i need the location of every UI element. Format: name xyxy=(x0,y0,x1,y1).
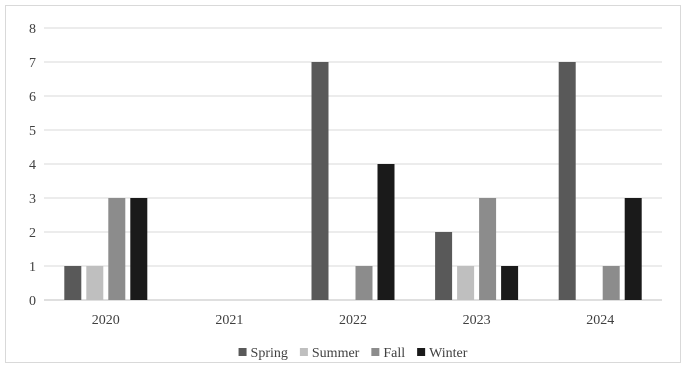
legend-label-summer: Summer xyxy=(312,346,360,361)
bar-spring-2020 xyxy=(64,266,82,300)
legend-swatch-summer xyxy=(299,348,308,356)
bar-fall-2020 xyxy=(108,198,126,300)
bar-spring-2022 xyxy=(311,62,329,300)
y-tick-label: 8 xyxy=(29,22,36,37)
bar-summer-2023 xyxy=(457,266,475,300)
y-tick-label: 6 xyxy=(29,90,36,105)
x-tick-label: 2020 xyxy=(92,313,120,328)
x-tick-label: 2024 xyxy=(586,313,614,328)
bar-winter-2022 xyxy=(377,164,395,300)
y-tick-label: 2 xyxy=(29,226,36,241)
y-tick-label: 3 xyxy=(29,192,36,207)
bar-winter-2020 xyxy=(130,198,148,300)
bars xyxy=(64,62,642,300)
y-tick-label: 4 xyxy=(29,158,36,173)
y-tick-label: 1 xyxy=(29,260,36,275)
x-tick-label: 2022 xyxy=(339,313,367,328)
y-axis-ticks: 0 1 2 3 4 5 6 7 8 xyxy=(29,22,36,309)
legend-swatch-spring xyxy=(238,348,247,356)
y-tick-label: 7 xyxy=(29,56,36,71)
bar-winter-2024 xyxy=(624,198,642,300)
legend-label-fall: Fall xyxy=(383,346,405,361)
x-axis-ticks: 2020 2021 2022 2023 2024 xyxy=(92,313,614,328)
x-tick-label: 2021 xyxy=(215,313,243,328)
bar-fall-2023 xyxy=(479,198,497,300)
legend: Spring Summer Fall Winter xyxy=(238,346,468,361)
legend-swatch-winter xyxy=(417,348,426,356)
legend-label-spring: Spring xyxy=(251,346,288,361)
bar-spring-2024 xyxy=(558,62,576,300)
y-tick-label: 0 xyxy=(29,294,36,309)
y-tick-label: 5 xyxy=(29,124,36,139)
legend-swatch-fall xyxy=(371,348,380,356)
bar-summer-2020 xyxy=(86,266,104,300)
legend-label-winter: Winter xyxy=(429,346,468,361)
bar-fall-2022 xyxy=(355,266,373,300)
x-tick-label: 2023 xyxy=(463,313,491,328)
bar-winter-2023 xyxy=(501,266,519,300)
bar-fall-2024 xyxy=(602,266,620,300)
bar-spring-2023 xyxy=(435,232,453,300)
